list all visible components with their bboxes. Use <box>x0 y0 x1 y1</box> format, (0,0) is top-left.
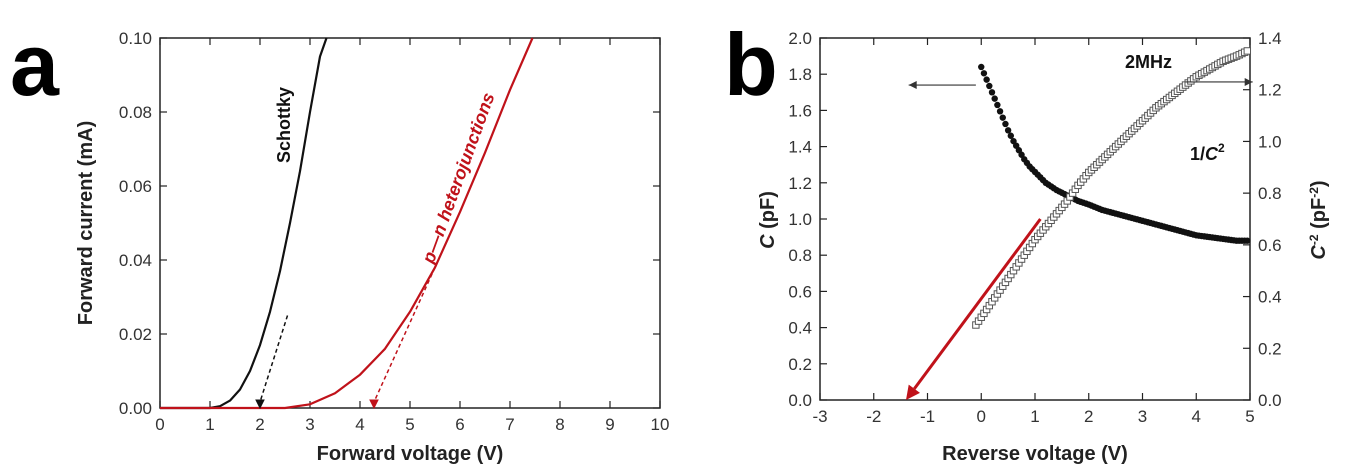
panel-b-y-axis-title: C (pF) <box>757 191 779 249</box>
capacitance-point <box>1244 237 1251 244</box>
panel-b-y2-tick-label: 1.2 <box>1258 81 1282 100</box>
panel-b-axis-arrows <box>908 77 1253 90</box>
panel-a-y-tick-label: 0.00 <box>119 399 152 418</box>
panel-a-series <box>160 37 534 410</box>
panel-b-x-tick-label: 5 <box>1245 407 1254 426</box>
panel-a-x-tick-label: 2 <box>255 415 264 434</box>
panel-b-y-tick-label: 0.8 <box>788 246 812 265</box>
inverse-capacitance-squared-point <box>1243 47 1252 55</box>
series-pn-heterojunction-curve <box>160 37 534 410</box>
panel-a-letter: a <box>10 15 60 114</box>
tangent-arrowhead <box>255 399 265 410</box>
panel-a-x-tick-label: 7 <box>505 415 514 434</box>
axis-arrowhead <box>1244 77 1253 86</box>
capacitance-point <box>988 89 996 96</box>
panel-b-y-tick-label: 0.4 <box>788 319 812 338</box>
tangent-arrowhead <box>369 399 379 410</box>
panel-a-y-axis-title: Forward current (mA) <box>75 121 97 325</box>
axis-arrowhead <box>908 81 917 90</box>
panel-b-y2-tick-label: 1.0 <box>1258 132 1282 151</box>
panel-a-x-tick-label: 0 <box>155 415 164 434</box>
panel-b: b 0.00.20.40.60.81.01.21.41.61.82.0 0.00… <box>724 15 1330 465</box>
fit-line-arrowhead <box>906 384 920 400</box>
fit-line <box>913 218 1042 390</box>
panel-b-x-axis-title: Reverse voltage (V) <box>942 443 1128 465</box>
capacitance-point <box>1002 120 1009 128</box>
panel-b-y2-ticks: 0.0 0.2 0.4 0.6 0.8 1.0 1.2 1.4 <box>1243 29 1282 410</box>
panel-b-y-tick-label: 1.6 <box>788 101 812 120</box>
panel-a-y-tick-label: 0.02 <box>119 325 152 344</box>
panel-b-y-tick-label: 1.0 <box>788 210 812 229</box>
panel-b-y2-tick-label: 0.4 <box>1258 288 1282 307</box>
capacitance-point <box>1004 127 1012 134</box>
panel-b-x-tick-label: 1 <box>1030 407 1039 426</box>
panel-a-x-tick-label: 10 <box>651 415 670 434</box>
panel-a-x-ticks: 0 1 2 3 4 5 6 7 8 9 10 <box>155 38 669 434</box>
panel-b-letter: b <box>724 15 778 114</box>
panel-a-y-tick-label: 0.06 <box>119 177 152 196</box>
panel-a-plot-frame <box>159 37 661 409</box>
panel-b-y2-tick-label: 1.4 <box>1258 29 1282 48</box>
panel-b-x-ticks: -3 -2 -1 0 1 2 3 4 5 <box>812 38 1255 426</box>
capacitance-point <box>996 108 1004 115</box>
capacitance-point <box>1007 132 1015 139</box>
panel-a-x-tick-label: 1 <box>205 415 214 434</box>
panel-a-y-tick-label: 0.04 <box>119 251 152 270</box>
panel-b-x-tick-label: -3 <box>812 407 827 426</box>
panel-b-y2-tick-label: 0.6 <box>1258 236 1282 255</box>
panel-b-y2-tick-label: 0.0 <box>1258 391 1282 410</box>
panel-b-fit-line <box>906 218 1042 400</box>
panel-a-x-tick-label: 4 <box>355 415 364 434</box>
capacitance-point <box>978 63 985 71</box>
annotation-frequency: 2MHz <box>1125 52 1172 72</box>
panel-b-y2-tick-label: 0.2 <box>1258 339 1282 358</box>
annotation-inverse-c-squared: 1/C2 <box>1190 141 1225 164</box>
panel-b-x-tick-label: 0 <box>977 407 986 426</box>
panel-b-x-tick-label: 3 <box>1138 407 1147 426</box>
panel-a-y-ticks: 0.00 0.02 0.04 0.06 0.08 0.10 <box>119 29 660 418</box>
panel-a-y-tick-label: 0.10 <box>119 29 152 48</box>
capacitance-point <box>983 76 990 83</box>
capacitance-point <box>999 114 1006 121</box>
panel-b-y-tick-label: 0.0 <box>788 391 812 410</box>
panel-b-y-tick-label: 0.2 <box>788 355 812 374</box>
tangent-line <box>259 315 289 403</box>
series-schottky-curve <box>160 37 328 410</box>
panel-a: a 0.000.020.040.060.080.10 0 1 2 3 4 5 6 7 8 9 10 … <box>10 15 669 465</box>
panel-b-y-tick-label: 1.8 <box>788 65 812 84</box>
capacitance-point <box>991 95 998 102</box>
panel-b-y-tick-label: 0.6 <box>788 282 812 301</box>
panel-b-x-tick-label: 4 <box>1192 407 1201 426</box>
tangent-line <box>373 267 436 403</box>
panel-b-x-tick-label: 2 <box>1084 407 1093 426</box>
panel-a-x-tick-label: 6 <box>455 415 464 434</box>
panel-a-y-tick-label: 0.08 <box>119 103 152 122</box>
panel-b-y-tick-label: 1.4 <box>788 138 812 157</box>
panel-b-y2-axis-title: C-2 (pF-2) <box>1307 180 1330 259</box>
panel-a-x-axis-title: Forward voltage (V) <box>317 443 504 465</box>
panel-b-x-tick-label: -2 <box>866 407 881 426</box>
annotation-pn-heterojunctions: p—n heterojunctions <box>418 90 499 267</box>
capacitance-point <box>980 70 988 77</box>
annotation-schottky: Schottky <box>274 87 294 163</box>
panel-b-x-tick-label: -1 <box>920 407 935 426</box>
panel-b-series <box>972 47 1252 329</box>
panel-a-x-tick-label: 8 <box>555 415 564 434</box>
panel-b-y-tick-label: 1.2 <box>788 174 812 193</box>
panel-b-plot-frame <box>819 37 1251 401</box>
panel-b-y-tick-label: 2.0 <box>788 29 812 48</box>
panel-a-x-tick-label: 9 <box>605 415 614 434</box>
panel-a-x-tick-label: 5 <box>405 415 414 434</box>
panel-a-x-tick-label: 3 <box>305 415 314 434</box>
capacitance-point <box>994 101 1001 109</box>
capacitance-point <box>986 82 993 90</box>
panel-a-tangents <box>255 267 436 410</box>
panel-b-y2-tick-label: 0.8 <box>1258 184 1282 203</box>
panel-b-y-ticks: 0.0 0.2 0.4 0.6 0.8 1.0 1.2 1.4 1.6 1.8 2.0 <box>788 29 827 410</box>
